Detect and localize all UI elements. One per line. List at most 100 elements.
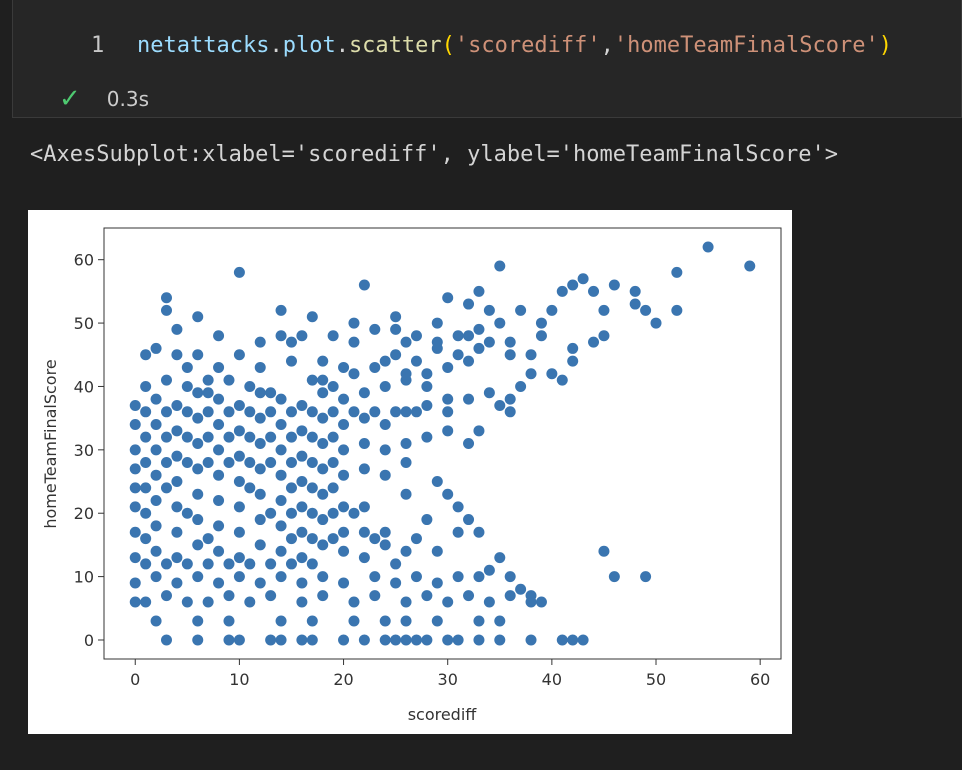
data-point <box>650 317 662 329</box>
data-point <box>744 260 756 272</box>
data-point <box>431 615 443 627</box>
data-point <box>150 393 162 405</box>
code-token: ) <box>878 33 893 58</box>
data-point <box>546 368 558 380</box>
data-point <box>463 438 475 449</box>
data-point <box>296 552 308 564</box>
data-point <box>546 304 558 316</box>
data-point <box>160 457 172 469</box>
data-point <box>275 418 287 430</box>
code-line[interactable]: netattacks.plot.scatter('scorediff','hom… <box>137 33 892 58</box>
data-point <box>348 317 360 329</box>
data-point <box>233 450 245 462</box>
data-point <box>494 317 506 329</box>
data-point <box>515 380 527 392</box>
data-point <box>379 469 391 481</box>
data-point <box>608 571 620 583</box>
data-point <box>473 342 485 354</box>
code-token: 'scorediff' <box>454 33 601 58</box>
data-point <box>567 342 579 354</box>
data-point <box>338 545 350 557</box>
data-point <box>400 374 412 386</box>
data-point <box>171 399 183 411</box>
data-point <box>369 323 381 335</box>
x-tick-label: 20 <box>333 670 353 689</box>
data-point <box>494 399 506 411</box>
y-tick-label: 0 <box>84 631 94 650</box>
data-point <box>223 558 235 570</box>
data-point <box>400 545 412 557</box>
data-point <box>244 596 256 608</box>
data-point <box>338 393 350 405</box>
data-point <box>265 507 277 519</box>
data-point <box>525 368 537 380</box>
data-point <box>431 577 443 589</box>
data-point <box>129 526 141 538</box>
data-point <box>285 406 297 418</box>
data-point <box>317 387 329 399</box>
data-point <box>129 444 141 456</box>
line-number: 1 <box>91 33 105 58</box>
data-point <box>150 615 162 627</box>
data-point <box>567 634 579 646</box>
data-point <box>327 533 339 545</box>
data-point <box>150 545 162 557</box>
data-point <box>431 545 443 557</box>
scatter-chart-svg: 0 10 20 30 40 50 60 0 10 20 30 40 50 60 scorediff ho… <box>41 227 782 724</box>
data-point <box>306 482 318 494</box>
data-point <box>285 355 297 367</box>
execution-status: ✓ 0.3s <box>59 84 149 114</box>
code-cell-input[interactable]: 1 netattacks.plot.scatter('scorediff','h… <box>12 0 962 118</box>
data-point <box>129 577 141 589</box>
data-point <box>254 361 266 373</box>
data-point <box>171 476 183 488</box>
data-point <box>150 495 162 507</box>
code-token: , <box>600 33 614 58</box>
data-point <box>348 368 360 380</box>
code-token: 'homeTeamFinalScore' <box>613 33 879 58</box>
data-point <box>400 634 412 646</box>
x-axis-label: scorediff <box>408 705 478 724</box>
data-point <box>525 596 537 608</box>
data-point <box>140 431 152 443</box>
data-point <box>442 406 454 418</box>
data-point <box>525 349 537 361</box>
data-point <box>358 387 370 399</box>
data-point <box>171 323 183 335</box>
data-point <box>473 323 485 335</box>
x-tick-label: 30 <box>438 670 458 689</box>
y-tick-label: 30 <box>74 441 94 460</box>
data-point <box>410 355 422 367</box>
data-point <box>348 336 360 348</box>
data-point <box>233 399 245 411</box>
data-point <box>285 558 297 570</box>
output-repr: <AxesSubplot:xlabel='scorediff', ylabel=… <box>30 142 838 167</box>
data-point <box>202 431 214 443</box>
data-point <box>202 457 214 469</box>
data-point <box>296 476 308 488</box>
data-point <box>265 590 277 602</box>
data-point <box>348 406 360 418</box>
data-point <box>192 438 204 449</box>
data-point <box>327 406 339 418</box>
data-point <box>317 438 329 449</box>
data-points <box>129 241 756 646</box>
data-point <box>233 349 245 361</box>
data-point <box>504 571 516 583</box>
code-token: plot <box>282 33 336 58</box>
data-point <box>442 425 454 437</box>
data-point <box>463 393 475 405</box>
data-point <box>254 463 266 475</box>
data-point <box>317 374 329 386</box>
data-point <box>254 412 266 424</box>
data-point <box>473 634 485 646</box>
data-point <box>129 596 141 608</box>
x-tick-label: 0 <box>130 670 140 689</box>
data-point <box>410 634 422 646</box>
data-point <box>160 292 172 304</box>
data-point <box>369 406 381 418</box>
data-point <box>390 406 402 418</box>
data-point <box>181 596 193 608</box>
data-point <box>192 412 204 424</box>
data-point <box>483 336 495 348</box>
